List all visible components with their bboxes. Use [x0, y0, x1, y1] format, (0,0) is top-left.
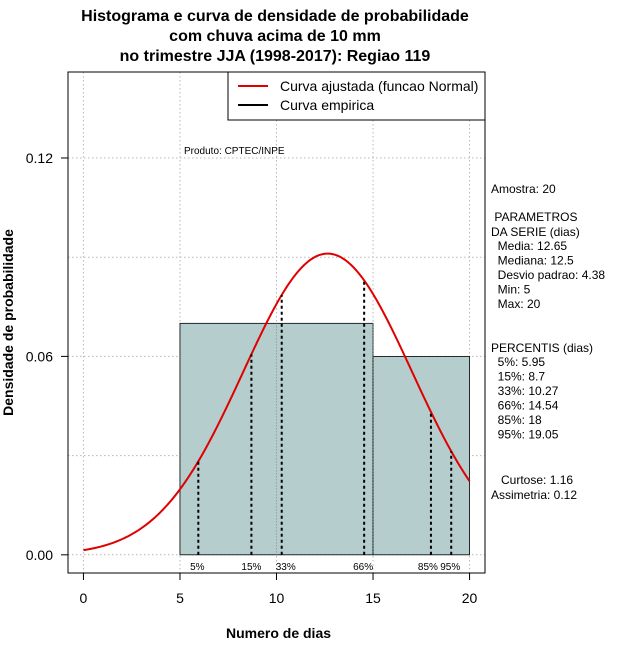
x-tick-label: 10 [269, 590, 285, 606]
histogram-bar [179, 322, 374, 556]
legend: Curva ajustada (funcao Normal) Curva empi… [227, 71, 486, 121]
normal-curve-line [83, 252, 471, 552]
x-tick-label: 20 [462, 590, 478, 606]
stat-line: 33%: 10.27 [491, 384, 559, 398]
y-tick-label: 0.00 [26, 547, 53, 563]
title-line: Histograma e curva de densidade de proba… [81, 8, 469, 25]
stat-line: Desvio padrao: 4.38 [491, 268, 605, 282]
stat-line: 66%: 14.54 [491, 399, 559, 413]
x-tick-label: 15 [365, 590, 381, 606]
normal-curve [83, 252, 471, 552]
percentile-label: 15% [241, 562, 261, 573]
stat-line: 95%: 19.05 [491, 428, 559, 442]
stat-line: PARAMETROS [491, 210, 577, 224]
percentile-lines: 5% 15% 33% 66% 85% 95% [190, 280, 460, 573]
x-tick-label: 5 [176, 590, 184, 606]
stat-line: 15%: 8.7 [491, 370, 545, 384]
product-credit: Produto: CPTEC/INPE [184, 146, 285, 157]
percentile-label: 95% [440, 562, 460, 573]
stat-line: Media: 12.65 [491, 239, 567, 253]
stat-line: Min: 5 [491, 283, 531, 297]
legend-box [227, 71, 486, 121]
annotation: Produto: CPTEC/INPE [184, 146, 285, 157]
axes: 0 5 10 15 20 0.00 0.06 0.12 Numero de dias Densid… [0, 71, 486, 641]
stat-line: Curtose: 1.16 [491, 473, 573, 487]
histogram-bars [179, 322, 470, 556]
percentile-label: 85% [418, 562, 438, 573]
percentile-label: 66% [353, 562, 373, 573]
x-tick-label: 0 [80, 590, 88, 606]
histogram-bar [372, 355, 470, 556]
stat-line: 5%: 5.95 [491, 355, 545, 369]
title-line: no trimestre JJA (1998-2017): Regiao 119 [120, 48, 431, 65]
stat-line: DA SERIE (dias) [491, 225, 580, 239]
y-tick-label: 0.06 [26, 348, 53, 364]
legend-label: Curva empirica [280, 97, 374, 113]
percentile-label: 33% [276, 562, 296, 573]
stat-line: PERCENTIS (dias) [491, 341, 593, 355]
percentile-label: 5% [190, 562, 205, 573]
stat-line: Assimetria: 0.12 [491, 488, 577, 502]
stat-line: 85%: 18 [491, 413, 542, 427]
y-tick-label: 0.12 [26, 150, 53, 166]
title-line: com chuva acima de 10 mm [169, 28, 381, 45]
stat-line: Mediana: 12.5 [491, 254, 574, 268]
x-axis-title: Numero de dias [226, 625, 331, 641]
stat-line: Amostra: 20 [491, 182, 556, 196]
chart-title: Histograma e curva de densidade de proba… [81, 8, 469, 65]
stat-line: Max: 20 [491, 297, 541, 311]
y-axis-title: Densidade de probabilidade [0, 229, 16, 416]
legend-label: Curva ajustada (funcao Normal) [280, 78, 478, 94]
